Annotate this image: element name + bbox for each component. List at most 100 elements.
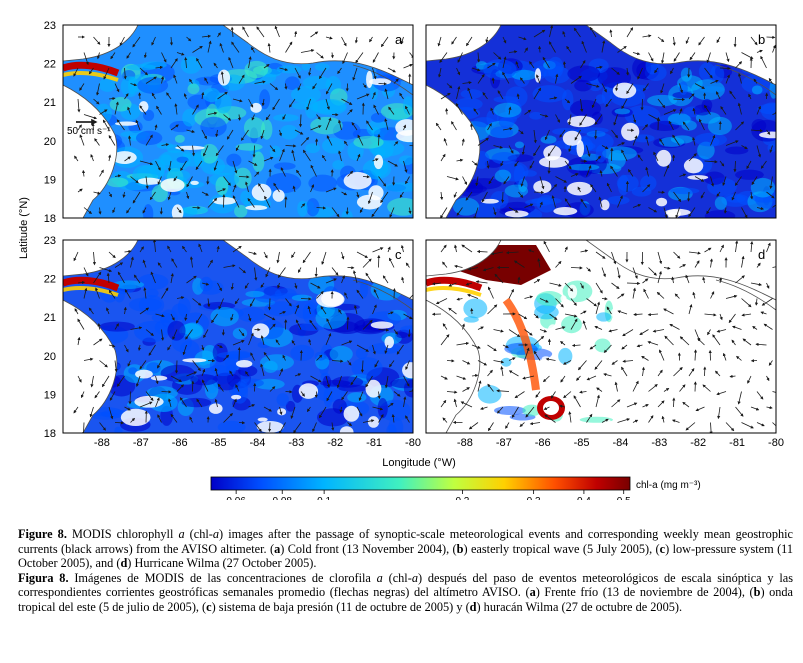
chlorophyll-patch xyxy=(667,113,691,125)
current-arrow xyxy=(160,75,165,84)
current-arrow xyxy=(83,267,89,277)
current-arrow xyxy=(117,271,125,284)
current-arrow xyxy=(176,296,185,300)
current-arrow xyxy=(139,160,154,166)
coastal-chlorophyll-band xyxy=(63,70,119,82)
current-arrow xyxy=(544,129,550,141)
current-arrow xyxy=(132,36,141,48)
current-arrow xyxy=(145,134,153,146)
current-arrow xyxy=(400,244,405,253)
chlorophyll-patch xyxy=(499,116,515,129)
current-arrow xyxy=(374,360,379,368)
current-arrow xyxy=(300,297,312,301)
chlorophyll-patch xyxy=(370,112,386,123)
chlorophyll-patch xyxy=(751,85,763,95)
current-arrow xyxy=(316,114,321,120)
coastal-chlorophyll-band xyxy=(426,276,483,292)
current-arrow xyxy=(355,52,364,64)
current-arrow xyxy=(581,40,587,53)
current-arrow xyxy=(471,67,481,72)
current-arrow xyxy=(248,313,252,322)
x-tick-label: -87 xyxy=(496,437,512,449)
current-arrow xyxy=(96,83,100,96)
chlorophyll-patch xyxy=(631,186,652,197)
current-arrow xyxy=(326,318,333,330)
current-arrow xyxy=(555,298,564,308)
current-arrow xyxy=(440,153,446,162)
current-arrow xyxy=(451,120,457,131)
current-arrow xyxy=(477,137,489,146)
chlorophyll-patch xyxy=(714,196,727,210)
current-arrow xyxy=(493,329,504,333)
colorbar-tick-label: 0.06 xyxy=(226,496,246,500)
current-arrow xyxy=(750,240,754,253)
current-arrow xyxy=(601,145,609,149)
current-arrow xyxy=(440,244,447,253)
current-arrow xyxy=(354,36,358,44)
current-arrow xyxy=(673,251,681,259)
current-arrow xyxy=(403,375,410,387)
current-arrow xyxy=(325,36,333,40)
current-arrow xyxy=(170,413,178,423)
current-arrow xyxy=(294,282,298,289)
current-arrow xyxy=(249,298,255,307)
current-arrow xyxy=(235,384,240,392)
current-arrow xyxy=(279,148,285,162)
current-arrow xyxy=(201,282,210,286)
current-arrow xyxy=(356,153,361,162)
current-arrow xyxy=(356,344,370,352)
current-arrow xyxy=(73,251,79,262)
current-arrow xyxy=(549,313,558,320)
current-arrow xyxy=(316,206,327,210)
current-arrow xyxy=(735,121,745,131)
current-arrow xyxy=(514,160,519,167)
current-arrow xyxy=(155,397,160,408)
current-arrow xyxy=(689,52,696,61)
geostrophic-current-arrows xyxy=(435,25,776,218)
current-arrow xyxy=(595,155,602,162)
current-arrow xyxy=(297,83,302,91)
current-arrow xyxy=(292,185,296,193)
cloud-gap xyxy=(547,324,559,335)
current-arrow xyxy=(77,124,82,131)
current-arrow xyxy=(325,187,337,193)
geostrophic-current-arrows xyxy=(73,240,413,433)
chlorophyll-patch xyxy=(569,99,602,118)
chlorophyll-patch xyxy=(596,312,612,322)
current-arrow xyxy=(465,282,473,286)
x-tick-label: -88 xyxy=(457,437,473,449)
current-arrow xyxy=(93,36,101,45)
current-arrow xyxy=(139,67,149,76)
cloud-gap xyxy=(621,122,640,141)
current-arrow xyxy=(248,98,254,108)
panel-b xyxy=(426,25,776,218)
current-arrow xyxy=(502,36,507,44)
current-arrow xyxy=(182,344,187,356)
current-arrow xyxy=(90,153,94,162)
land-yucatan-peninsula xyxy=(63,84,118,218)
chlorophyll-patch xyxy=(137,77,169,94)
current-arrow xyxy=(393,329,398,335)
chlorophyll-patch xyxy=(232,382,248,404)
chlorophyll-patch xyxy=(558,347,573,365)
current-arrow xyxy=(215,129,219,138)
current-arrow xyxy=(533,29,546,38)
current-arrow xyxy=(766,191,775,199)
current-arrow xyxy=(508,145,514,154)
current-arrow xyxy=(741,145,748,150)
current-arrow xyxy=(215,145,224,157)
cloud-gap xyxy=(134,395,164,408)
current-arrow xyxy=(533,129,537,144)
current-arrow xyxy=(521,145,525,156)
current-arrow xyxy=(722,176,727,186)
current-arrow xyxy=(405,262,410,268)
current-arrow xyxy=(265,114,271,121)
current-arrow xyxy=(296,169,302,177)
cloud-gap xyxy=(321,291,344,307)
current-arrow xyxy=(672,36,676,46)
current-arrow xyxy=(74,308,79,315)
current-arrow xyxy=(145,329,154,336)
current-arrow xyxy=(570,173,579,177)
current-arrow xyxy=(466,36,473,47)
current-arrow xyxy=(207,259,213,268)
